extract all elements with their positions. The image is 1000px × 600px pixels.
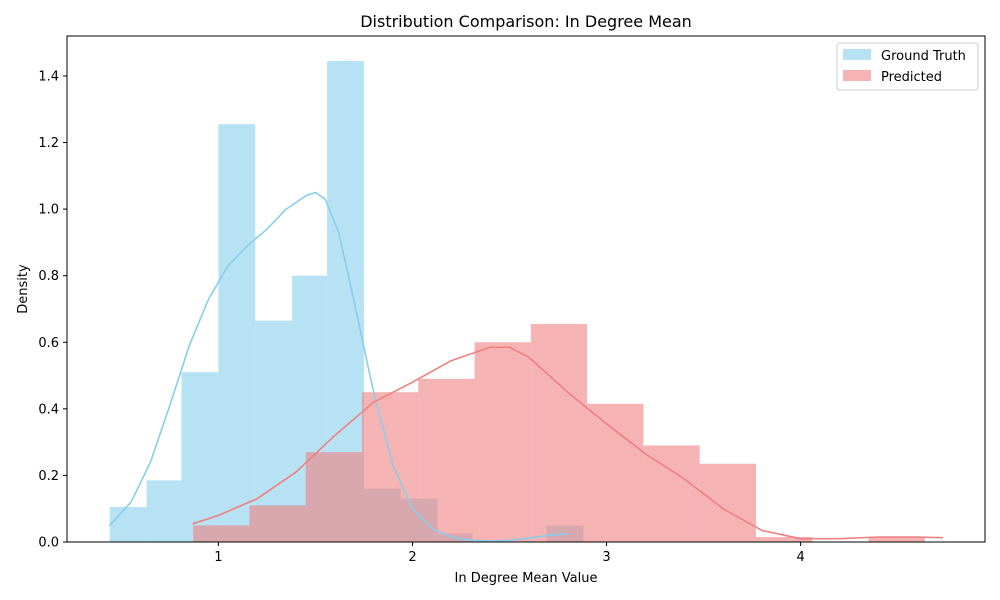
x-tick-label: 2 <box>408 550 416 565</box>
kde-layer <box>108 191 944 542</box>
y-tick-label: 1.2 <box>38 136 59 151</box>
legend-swatch-ground-truth <box>843 49 871 60</box>
histogram-bar-ground-truth <box>218 124 256 542</box>
histogram-bar-predicted <box>530 323 588 542</box>
y-tick-label: 1.0 <box>38 203 59 218</box>
axes-frame <box>66 35 986 543</box>
legend: Ground Truth Predicted <box>836 42 979 91</box>
x-tick-label: 1 <box>214 550 222 565</box>
histogram-bar-predicted <box>362 392 419 542</box>
y-tick-label: 1.4 <box>38 69 59 84</box>
histogram-bar-ground-truth <box>146 480 182 542</box>
y-tick-label: 0.8 <box>38 269 59 284</box>
legend-swatch-predicted <box>843 70 871 81</box>
y-axis-label: Density <box>16 264 31 314</box>
chart-title: Distribution Comparison: In Degree Mean <box>360 12 692 31</box>
histogram-bar-predicted <box>418 378 475 542</box>
y-tick-label: 0.2 <box>38 469 59 484</box>
legend-box <box>836 42 979 91</box>
histogram-bar-predicted <box>305 452 362 542</box>
x-tick-label: 4 <box>796 550 804 565</box>
legend-label-ground-truth: Ground Truth <box>881 49 966 64</box>
y-tick-label: 0.6 <box>38 336 59 351</box>
histogram-bar-predicted <box>474 342 531 542</box>
histogram-bar-predicted <box>587 403 644 542</box>
histogram-bar-ground-truth <box>109 507 147 542</box>
y-tick-label: 0.4 <box>38 402 59 417</box>
histogram-bar-ground-truth <box>255 320 293 543</box>
histogram-bar-predicted <box>699 463 756 542</box>
y-axis-ticks: 0.0 0.2 0.4 0.6 0.8 1.0 1.2 1.4 <box>38 69 67 551</box>
kde-line-predicted <box>192 346 944 540</box>
histogram-bar-predicted <box>193 525 250 542</box>
histogram-bar-predicted <box>249 505 306 542</box>
histogram-bar-predicted <box>755 537 813 542</box>
x-axis-label: In Degree Mean Value <box>455 571 598 586</box>
x-axis-ticks: 1 2 3 4 <box>214 542 805 565</box>
x-tick-label: 3 <box>602 550 610 565</box>
kde-line-ground-truth <box>108 191 569 542</box>
y-tick-label: 0.0 <box>38 536 59 551</box>
histogram-bar-ground-truth <box>181 372 219 542</box>
legend-label-predicted: Predicted <box>881 70 942 85</box>
histogram-bar-predicted <box>643 445 700 542</box>
bars-layer <box>109 60 925 543</box>
histogram-bar-predicted <box>868 537 925 542</box>
